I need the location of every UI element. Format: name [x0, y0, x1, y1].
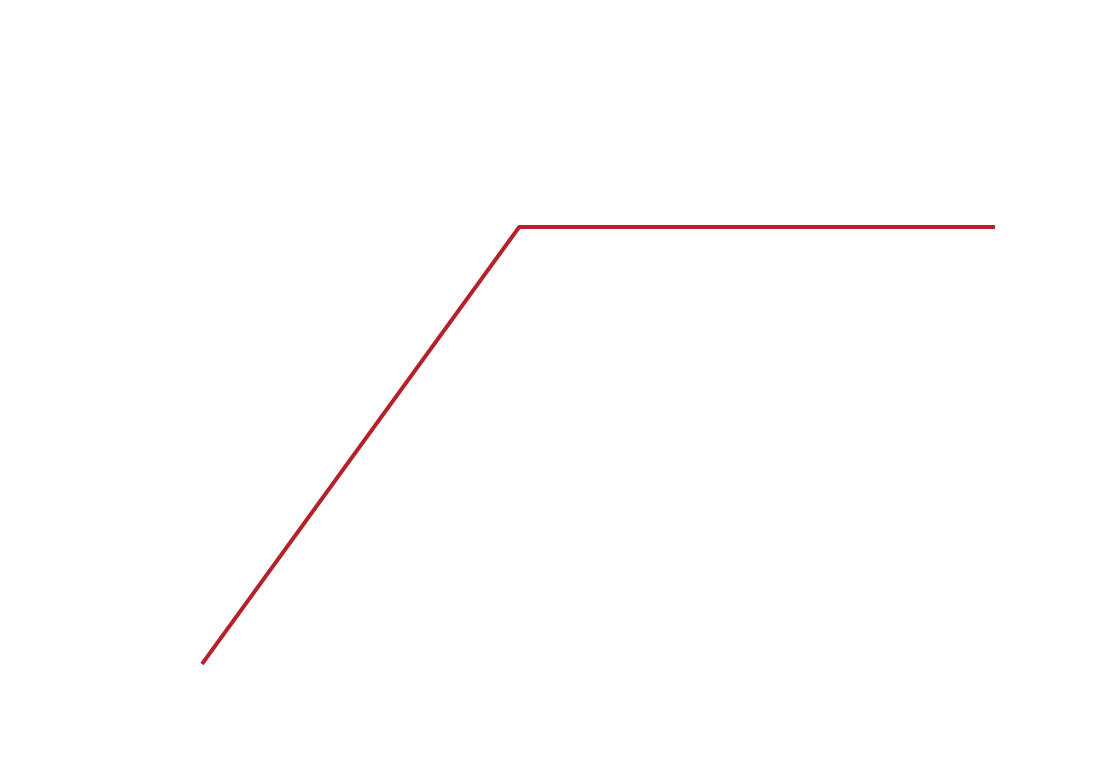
series-line-0	[200, 225, 995, 666]
series-layer	[200, 225, 995, 666]
